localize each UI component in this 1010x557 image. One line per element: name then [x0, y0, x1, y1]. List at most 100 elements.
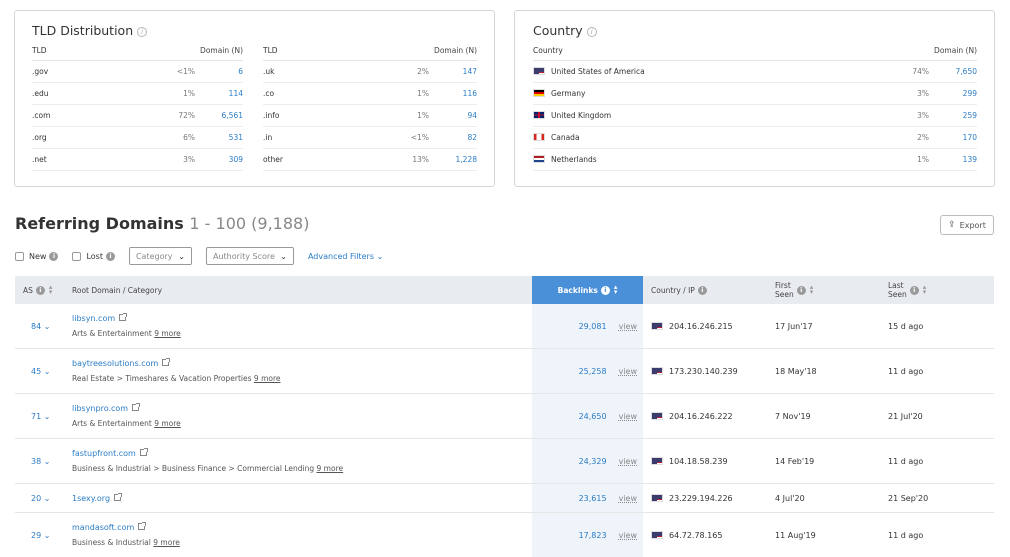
sort-icon[interactable]: ▴ ▾ [48, 283, 53, 296]
info-icon[interactable]: i [105, 251, 115, 261]
tld-name: .uk [263, 67, 275, 76]
tld-distribution-card: TLD Distribution i TLD Domain (N) .gov <1%… [14, 10, 495, 187]
country-name: United Kingdom [551, 111, 612, 120]
domain-link[interactable]: baytreesolutions.com [72, 359, 159, 368]
info-icon[interactable]: i [909, 285, 919, 295]
chevron-down-icon: ⌄ [376, 251, 384, 261]
chevron-down-icon[interactable]: ⌄ [41, 366, 51, 376]
root-domain-cell: fastupfront.com Business & Industrial > B… [64, 439, 532, 483]
new-checkbox[interactable] [15, 251, 24, 261]
domain-link[interactable]: mandasoft.com [72, 523, 135, 532]
as-column-header[interactable]: AS i ▴ ▾ [23, 283, 53, 296]
country-percent: 3% [917, 111, 929, 120]
more-categories-link[interactable]: 9 more [316, 464, 344, 473]
country-domain-count[interactable]: 7,650 [955, 67, 977, 76]
as-cell[interactable]: 45 ⌄ [15, 349, 64, 393]
tld-domain-count[interactable]: 1,228 [455, 155, 477, 164]
country-domain-count[interactable]: 299 [962, 89, 977, 98]
view-link[interactable]: view [618, 456, 637, 466]
info-icon[interactable]: i [35, 285, 45, 295]
tld-domain-count[interactable]: 6 [238, 67, 243, 76]
backlinks-cell: 29,081 view [532, 304, 643, 348]
authority-score: 20 [31, 493, 42, 503]
tld-domain-count[interactable]: 94 [467, 111, 477, 120]
info-icon[interactable]: i [697, 285, 707, 295]
tld-domain-count[interactable]: 82 [467, 133, 477, 142]
chevron-down-icon[interactable]: ⌄ [41, 321, 51, 331]
root-domain-cell: 1sexy.org [64, 484, 532, 512]
backlinks-count[interactable]: 29,081 [578, 321, 607, 331]
as-cell[interactable]: 71 ⌄ [15, 394, 64, 438]
tld-domain-count[interactable]: 147 [462, 67, 477, 76]
last-seen-column-header[interactable]: Last Seen i ▴ ▾ [888, 281, 927, 299]
external-link-icon[interactable] [132, 403, 141, 411]
as-cell[interactable]: 20 ⌄ [15, 484, 64, 512]
chevron-down-icon[interactable]: ⌄ [41, 411, 51, 421]
sort-icon[interactable]: ▴ ▾ [809, 283, 814, 296]
advanced-filters-link[interactable]: Advanced Filters ⌄ [307, 251, 384, 261]
external-link-icon[interactable] [138, 522, 147, 530]
domain-link[interactable]: libsyn.com [72, 314, 116, 323]
backlinks-count[interactable]: 24,329 [578, 456, 607, 466]
view-link[interactable]: view [618, 493, 637, 503]
view-link[interactable]: view [618, 321, 637, 331]
category-text: Arts & Entertainment [72, 419, 152, 428]
tld-domain-count[interactable]: 6,561 [221, 111, 243, 120]
country-domain-count[interactable]: 170 [962, 133, 977, 142]
tld-domain-count[interactable]: 309 [228, 155, 243, 164]
first-seen-cell: 7 Nov'19 [767, 394, 880, 438]
more-categories-link[interactable]: 9 more [153, 538, 180, 547]
external-link-icon[interactable] [119, 313, 128, 321]
domain-link[interactable]: 1sexy.org [72, 493, 111, 503]
external-link-icon[interactable] [162, 358, 171, 366]
external-link-icon[interactable] [114, 492, 123, 501]
sort-icon[interactable]: ▴ ▾ [613, 283, 618, 296]
chevron-down-icon[interactable]: ⌄ [41, 493, 51, 503]
as-cell[interactable]: 38 ⌄ [15, 439, 64, 483]
category-dropdown[interactable]: Category ⌄ [128, 247, 192, 265]
us-flag-icon [651, 322, 663, 330]
view-link[interactable]: view [618, 411, 637, 421]
more-categories-link[interactable]: 9 more [253, 374, 281, 383]
info-icon[interactable]: i [796, 285, 806, 295]
domain-link[interactable]: fastupfront.com [72, 449, 136, 458]
domain-link[interactable]: libsynpro.com [72, 404, 129, 413]
backlinks-count[interactable]: 17,823 [578, 530, 607, 540]
info-icon[interactable]: i [600, 285, 610, 295]
more-categories-link[interactable]: 9 more [154, 419, 181, 428]
backlinks-count[interactable]: 23,615 [578, 493, 607, 503]
country-domain-count[interactable]: 139 [962, 155, 977, 164]
chevron-down-icon[interactable]: ⌄ [41, 456, 51, 466]
tld-domain-count[interactable]: 531 [228, 133, 243, 142]
more-categories-link[interactable]: 9 more [154, 329, 181, 338]
backlinks-column-header[interactable]: Backlinks i ▴ ▾ [532, 276, 643, 304]
info-icon[interactable]: i [137, 27, 148, 37]
tld-domain-count[interactable]: 116 [462, 89, 477, 98]
as-cell[interactable]: 84 ⌄ [15, 304, 64, 348]
last-seen-date: 11 d ago [888, 456, 924, 466]
referring-domains-table: AS i ▴ ▾ Root Domain / Category Backlinks… [15, 276, 994, 557]
sort-icon[interactable]: ▴ ▾ [922, 283, 927, 296]
last-seen-cell: 11 d ago [880, 513, 994, 557]
chevron-down-icon[interactable]: ⌄ [41, 530, 51, 540]
tld-domain-count[interactable]: 114 [228, 89, 243, 98]
authority-score-dropdown[interactable]: Authority Score ⌄ [205, 247, 294, 265]
info-icon[interactable]: i [49, 251, 59, 261]
first-seen-column-header[interactable]: First Seen i ▴ ▾ [775, 281, 814, 299]
first-seen-date: 11 Aug'19 [775, 530, 816, 540]
view-link[interactable]: view [618, 366, 637, 376]
view-link[interactable]: view [618, 530, 637, 540]
as-cell[interactable]: 29 ⌄ [15, 513, 64, 557]
country-domain-count[interactable]: 259 [962, 111, 977, 120]
tld-name[interactable]: other [263, 155, 283, 164]
new-filter[interactable]: New i [15, 251, 59, 261]
lost-checkbox[interactable] [72, 251, 82, 261]
info-icon[interactable]: i [586, 27, 597, 37]
backlinks-count[interactable]: 24,650 [578, 411, 607, 421]
lost-filter[interactable]: Lost i [72, 251, 115, 261]
external-link-icon[interactable] [139, 448, 148, 456]
tld-row: .net 3% 309 [32, 149, 243, 171]
export-button[interactable]: ⇪ Export [940, 215, 994, 235]
backlinks-count[interactable]: 25,258 [578, 366, 607, 376]
filters-bar: New i Lost i Category ⌄ Authority Score … [15, 247, 383, 265]
